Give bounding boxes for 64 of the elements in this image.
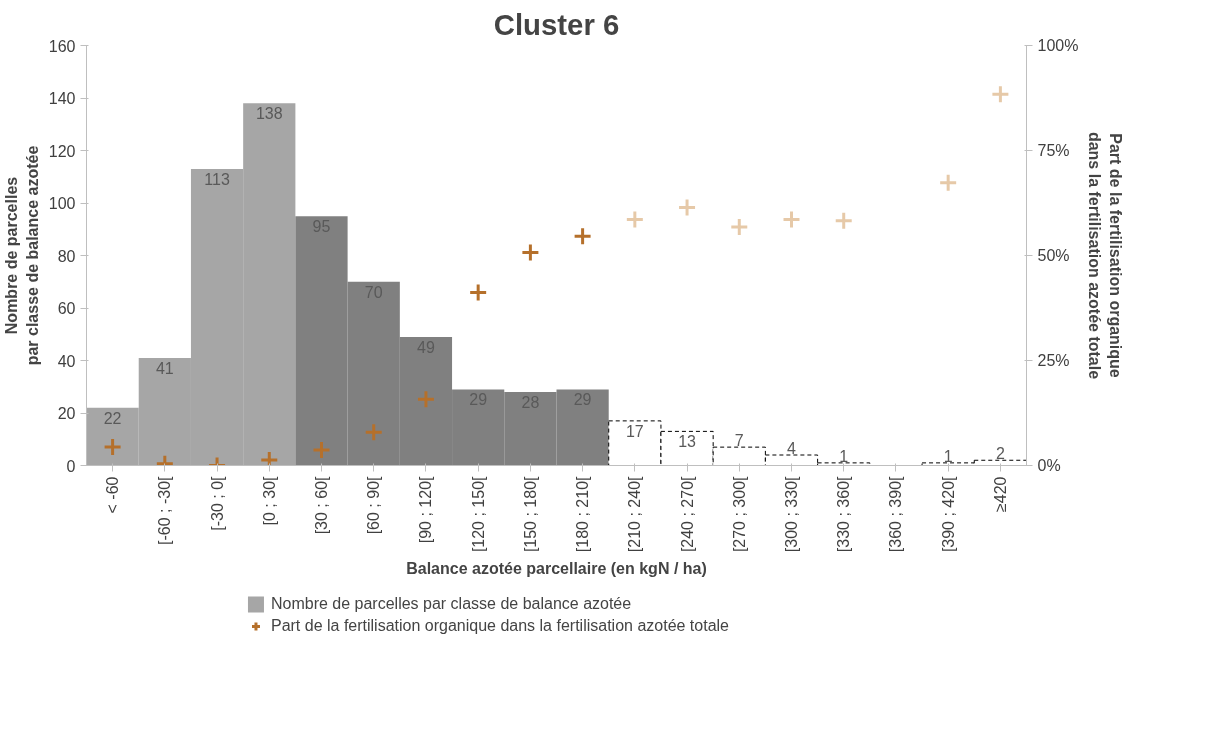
x-tick-label: < -60 [104,476,122,514]
x-tick-label: [-30 ; 0[ [208,475,226,531]
y-tick-label: 60 [57,300,76,317]
y-tick-label: 0 [66,457,76,475]
x-tick-label: [150 ; 180[ [521,475,539,553]
x-tick-label: [240 ; 270[ [678,475,696,553]
y-tick-label: 140 [48,90,76,107]
x-tick-label: [90 ; 120[ [417,475,435,544]
data-label: 17 [625,422,644,440]
point [520,243,540,263]
y-tick-label: 160 [48,37,76,55]
x-tick-label: [330 ; 360[ [835,475,853,553]
y-axis-title: Nombre de parcelles par classe de balance azotée [3,145,41,366]
data-label: 22 [103,409,122,427]
x-tick-label: [30 ; 60[ [313,475,330,535]
y-tick-label: 80 [57,247,76,265]
point [312,440,331,460]
y-tick-label: 40 [57,352,76,370]
data-label: 1 [943,447,953,465]
data-label: 7 [734,432,744,450]
x-tick-label: [300 ; 330[ [783,475,800,553]
data-label: 113 [204,170,230,188]
chart-title: Cluster 6 [493,7,620,41]
x-tick-label: [180 ; 210[ [574,475,592,553]
x-tick-label: [-60 ; -30[ [156,475,174,545]
point [782,209,801,229]
data-label: 4 [787,440,797,457]
point [416,389,436,409]
point [468,282,488,302]
x-tick-label: ≥420 [991,476,1009,512]
point [625,209,645,229]
x-tick-label: [270 ; 300[ [730,475,748,553]
data-label: 138 [255,105,283,123]
point [677,198,697,218]
x-tick-label: [390 ; 420[ [939,475,957,553]
legend-label: Nombre de parcelles par classe de balance azotée [270,595,632,613]
point [990,84,1010,104]
point [938,173,958,193]
y2-axis-title: Part de la fertilisation organique dans la fertilisation azotée totale [1086,131,1124,380]
y2-tick-label: 25% [1037,352,1070,369]
x-tick-label: [120 ; 150[ [469,475,487,553]
point [729,217,749,237]
y2-tick-label: 50% [1037,247,1070,264]
point [103,437,123,457]
y2-tick-label: 75% [1037,142,1070,159]
data-label: 13 [678,433,697,451]
x-tick-label: [210 ; 240[ [626,475,644,553]
x-tick-label: [360 ; 390[ [887,475,905,553]
point [259,450,279,466]
data-label: 41 [155,359,174,377]
point [364,422,384,442]
x-axis-title: Balance azotée parcellaire (en kgN / ha) [406,560,707,578]
data-label: 2 [995,445,1005,463]
point [834,211,854,231]
x-tick-label: [60 ; 90[ [365,475,383,535]
point [573,226,593,246]
data-label: 1 [839,447,849,465]
y2-tick-label: 0% [1037,457,1061,474]
x-tick-label: [0 ; 30[ [260,475,278,526]
y2-tick-label: 100% [1037,37,1079,54]
y-tick-label: 120 [48,142,76,160]
legend-label: Part de la fertilisation organique dans la fertilisation azotée totale [270,617,730,635]
y-tick-label: 20 [57,405,76,422]
y-tick-label: 100 [48,195,76,212]
